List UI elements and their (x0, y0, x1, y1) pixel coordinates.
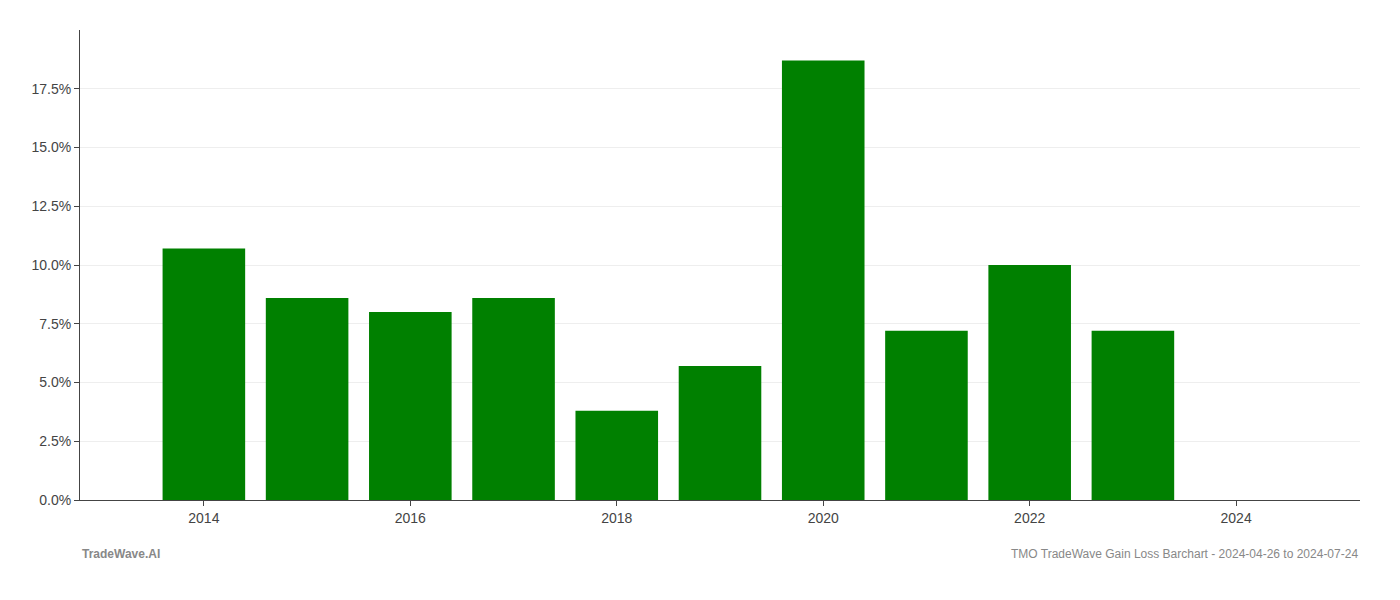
svg-text:2020: 2020 (808, 510, 839, 526)
svg-text:5.0%: 5.0% (39, 374, 71, 390)
svg-text:TMO TradeWave Gain Loss Barcha: TMO TradeWave Gain Loss Barchart - 2024-… (1011, 547, 1358, 561)
svg-text:2018: 2018 (601, 510, 632, 526)
svg-text:2014: 2014 (188, 510, 219, 526)
svg-text:TradeWave.AI: TradeWave.AI (82, 547, 160, 561)
svg-text:17.5%: 17.5% (31, 81, 71, 97)
svg-text:12.5%: 12.5% (31, 198, 71, 214)
svg-text:10.0%: 10.0% (31, 257, 71, 273)
svg-text:2.5%: 2.5% (39, 433, 71, 449)
svg-text:2022: 2022 (1014, 510, 1045, 526)
svg-text:15.0%: 15.0% (31, 139, 71, 155)
svg-text:0.0%: 0.0% (39, 492, 71, 508)
svg-text:2016: 2016 (395, 510, 426, 526)
svg-text:2024: 2024 (1221, 510, 1252, 526)
svg-text:7.5%: 7.5% (39, 316, 71, 332)
